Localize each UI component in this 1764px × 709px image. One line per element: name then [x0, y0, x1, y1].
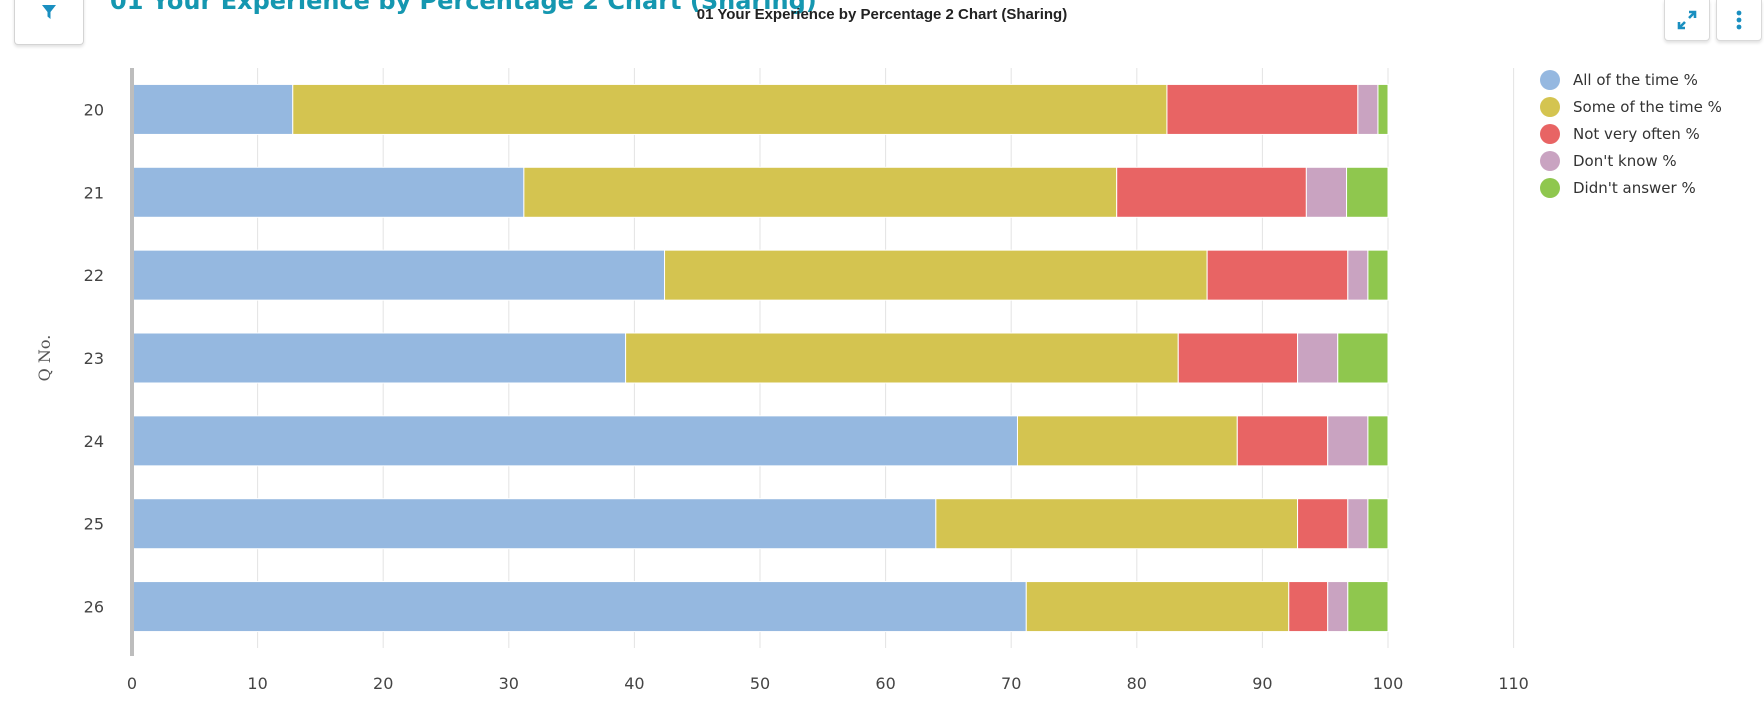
bar-q20-series-4 [1377, 83, 1389, 135]
legend-swatch-0 [1540, 69, 1560, 90]
bar-q21-series-1 [523, 166, 1118, 218]
x-tick-label-8: 80 [1127, 674, 1147, 693]
bar-q25-series-2 [1297, 498, 1349, 550]
expand-button[interactable] [1664, 0, 1710, 41]
x-tick-label-3: 30 [499, 674, 519, 693]
chart-title: 01 Your Experience by Percentage 2 Chart… [696, 6, 1068, 23]
legend-label-0: All of the time % [1573, 70, 1698, 89]
x-tick-label-7: 70 [1001, 674, 1021, 693]
x-tick-label-10: 100 [1373, 674, 1404, 693]
x-tick-label-0: 0 [127, 674, 137, 693]
y-tick-label-21: 21 [84, 183, 104, 202]
y-axis-title: Q No. [35, 335, 54, 382]
legend-item-3[interactable]: Don't know % [1540, 147, 1722, 174]
bar-q24-series-1 [1016, 415, 1238, 467]
bar-q21-series-0 [131, 166, 525, 218]
x-tick-label-6: 60 [875, 674, 895, 693]
bar-q20-series-0 [131, 83, 294, 135]
y-tick-label-20: 20 [84, 100, 104, 119]
y-tick-label-24: 24 [84, 432, 104, 451]
page-header: 01 Your Experience by Percentage 2 Chart… [110, 0, 817, 15]
legend-item-0[interactable]: All of the time % [1540, 66, 1722, 93]
bar-q21-series-4 [1346, 166, 1389, 218]
legend-item-4[interactable]: Didn't answer % [1540, 174, 1722, 201]
bar-q26-series-1 [1025, 581, 1290, 633]
bar-q22-series-1 [664, 249, 1208, 301]
filter-icon [42, 5, 56, 19]
bar-q25-series-1 [935, 498, 1299, 550]
x-tick-label-1: 10 [247, 674, 267, 693]
bar-q20-series-3 [1357, 83, 1379, 135]
chart-legend: All of the time % Some of the time % Not v… [1540, 66, 1722, 201]
legend-swatch-1 [1540, 96, 1560, 117]
bar-q22-series-2 [1206, 249, 1349, 301]
y-tick-label-26: 26 [84, 598, 104, 617]
vertical-dots-icon [1736, 10, 1742, 30]
x-tick-label-2: 20 [373, 674, 393, 693]
bar-q23-series-0 [131, 332, 627, 384]
bar-q22-series-3 [1347, 249, 1369, 301]
bar-q24-series-0 [131, 415, 1018, 467]
expand-icon [1677, 10, 1697, 30]
x-tick-label-9: 90 [1252, 674, 1272, 693]
legend-label-4: Didn't answer % [1573, 178, 1696, 197]
bar-q23-series-1 [625, 332, 1179, 384]
bar-q26-series-0 [131, 581, 1027, 633]
bar-q24-series-2 [1236, 415, 1329, 467]
x-tick-label-4: 40 [624, 674, 644, 693]
bar-q23-series-3 [1297, 332, 1339, 384]
y-tick-label-22: 22 [84, 266, 104, 285]
legend-label-2: Not very often % [1573, 124, 1700, 143]
bar-q25-series-0 [131, 498, 937, 550]
bar-q20-series-2 [1166, 83, 1359, 135]
bar-q25-series-3 [1347, 498, 1369, 550]
legend-label-3: Don't know % [1573, 151, 1677, 170]
bar-q21-series-2 [1116, 166, 1307, 218]
bar-q24-series-3 [1327, 415, 1369, 467]
bar-q22-series-0 [131, 249, 666, 301]
filter-button[interactable] [14, 0, 84, 45]
legend-swatch-2 [1540, 123, 1560, 144]
bar-q22-series-4 [1367, 249, 1389, 301]
legend-label-1: Some of the time % [1573, 97, 1722, 116]
x-tick-label-5: 50 [750, 674, 770, 693]
bar-q26-series-2 [1288, 581, 1329, 633]
bar-q20-series-1 [292, 83, 1168, 135]
legend-item-2[interactable]: Not very often % [1540, 120, 1722, 147]
bar-q23-series-2 [1177, 332, 1299, 384]
bar-q25-series-4 [1367, 498, 1389, 550]
bar-q23-series-4 [1337, 332, 1389, 384]
legend-swatch-4 [1540, 177, 1560, 198]
bar-q24-series-4 [1367, 415, 1389, 467]
y-tick-label-25: 25 [84, 515, 104, 534]
more-options-button[interactable] [1716, 0, 1762, 41]
y-tick-label-23: 23 [84, 349, 104, 368]
bar-q26-series-3 [1327, 581, 1349, 633]
bar-q26-series-4 [1347, 581, 1389, 633]
x-tick-label-11: 110 [1498, 674, 1529, 693]
bar-q21-series-3 [1305, 166, 1348, 218]
legend-item-1[interactable]: Some of the time % [1540, 93, 1722, 120]
legend-swatch-3 [1540, 150, 1560, 171]
